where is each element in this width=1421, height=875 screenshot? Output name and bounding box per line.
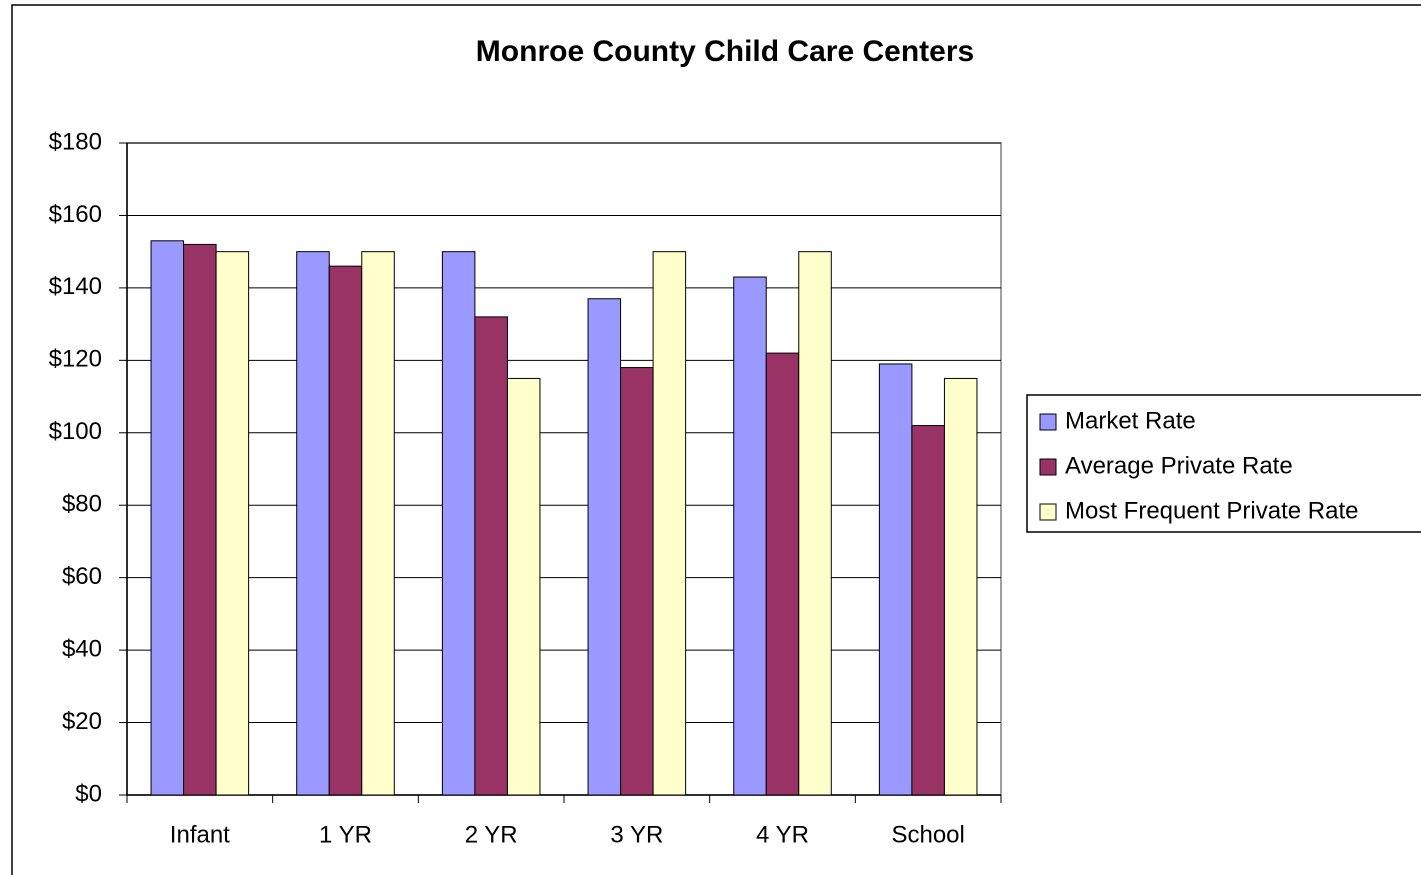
bar: [215, 251, 250, 796]
bar: [587, 298, 622, 796]
bar: [474, 316, 508, 796]
bar: [911, 425, 945, 796]
bar: [733, 276, 767, 796]
bar: [361, 251, 395, 796]
y-tick-label: $180: [49, 128, 102, 155]
y-tick-label: $160: [49, 201, 102, 228]
chart-title: Monroe County Child Care Centers: [476, 35, 974, 68]
legend-swatch: [1039, 413, 1057, 431]
bar: [150, 240, 185, 796]
bar: [652, 251, 687, 796]
legend-box: [1026, 394, 1421, 533]
bar: [765, 352, 800, 796]
x-tick-label: 3 YR: [610, 821, 663, 848]
bar: [943, 377, 978, 796]
x-tick-label: Infant: [170, 821, 230, 848]
x-tick-label: School: [891, 821, 964, 848]
y-tick-label: $80: [62, 491, 102, 518]
legend-swatch: [1039, 503, 1057, 521]
bar: [441, 251, 476, 796]
legend-label: Most Frequent Private Rate: [1065, 497, 1358, 524]
x-tick-label: 4 YR: [756, 821, 809, 848]
bar: [506, 377, 541, 796]
y-tick-label: $100: [49, 418, 102, 445]
bar: [296, 251, 330, 796]
y-tick-label: $20: [62, 708, 102, 735]
y-tick-label: $40: [62, 635, 102, 662]
x-tick-label: 2 YR: [465, 821, 518, 848]
y-tick-label: $60: [62, 563, 102, 590]
y-tick-label: $0: [75, 780, 102, 807]
plot-area: [126, 142, 1002, 796]
x-tick-label: 1 YR: [319, 821, 372, 848]
bar: [798, 251, 832, 796]
bar: [183, 243, 217, 796]
y-tick-label: $140: [49, 273, 102, 300]
bar: [328, 265, 363, 796]
legend-swatch: [1039, 458, 1057, 476]
legend-label: Market Rate: [1065, 407, 1196, 434]
bar: [878, 363, 913, 796]
bar: [620, 367, 654, 796]
legend-label: Average Private Rate: [1065, 452, 1293, 479]
y-tick-label: $120: [49, 346, 102, 373]
